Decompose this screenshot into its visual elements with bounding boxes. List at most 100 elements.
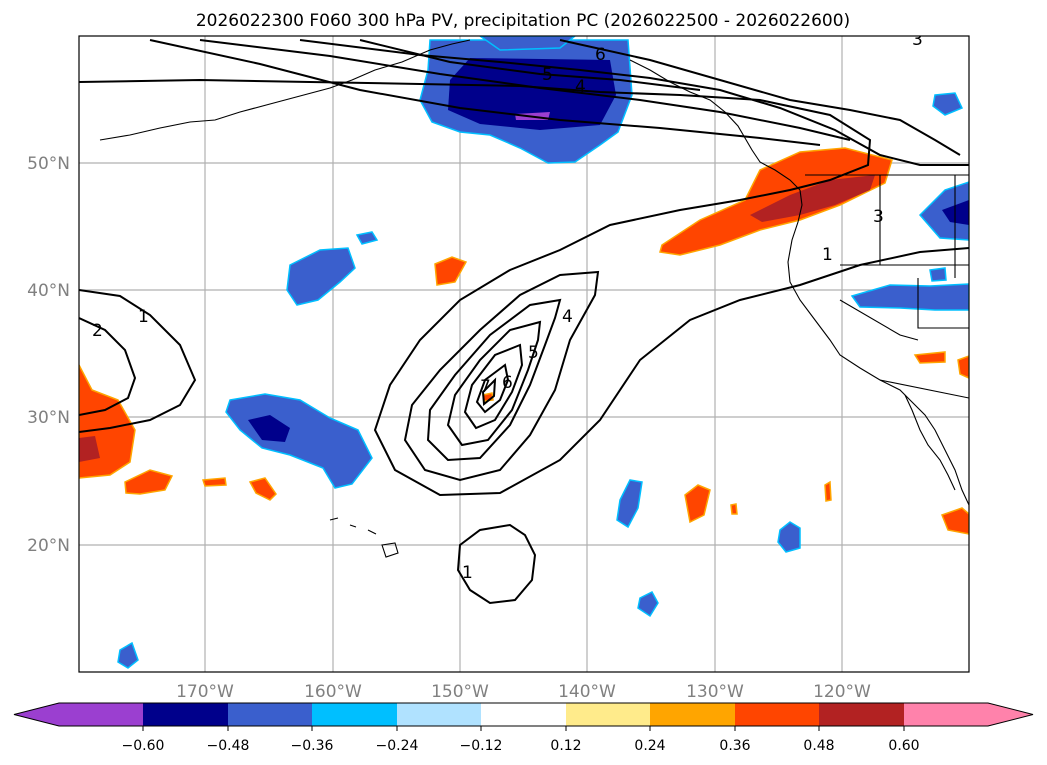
precip-small-pos-e [684,484,711,524]
pv-label-7: 7 [480,377,491,397]
border-states-d [917,278,969,329]
border-mexico [879,379,969,399]
precip-small-pos-b [434,256,468,286]
colorbar-box-9 [819,703,904,726]
lat-tick-50n: 50°N [27,154,70,174]
precip-small-pos-k [730,503,738,515]
precip-pacific-west [286,247,356,306]
colorbar-label: −0.36 [291,738,334,754]
precip-idaho-small [929,267,947,282]
pv-contour-jet-5 [149,39,821,146]
precip-small-pos-h [941,507,969,535]
colorbar-max-extension [904,703,1033,726]
precip-small-pos-g [957,355,969,379]
colorbar-label: −0.24 [376,738,419,754]
lon-tick-labels: 170°W 160°W 150°W 140°W 130°W 120°W [176,682,871,702]
precip-small-pos-i [824,480,832,502]
lon-tick-160w: 160°W [304,682,362,702]
lat-tick-30n: 30°N [27,408,70,428]
pv-contour-jet-6 [359,39,701,91]
coastline-west-us [787,189,969,506]
pv-label-4: 4 [562,307,573,327]
precip-subtropical-west-core [248,415,290,442]
lon-tick-150w: 150°W [431,682,489,702]
pv-contour-center-3 [426,298,562,462]
precip-mid-pacific-c [637,591,659,618]
precip-nevada [850,283,969,311]
pv-contour-jet-3 [299,39,969,166]
pv-contour-south [456,523,537,605]
colorbar-label: −0.48 [207,738,250,754]
lat-tick-labels: 50°N 40°N 30°N 20°N [27,154,70,556]
lon-tick-170w: 170°W [176,682,234,702]
colorbar-box-5 [481,703,566,726]
pv-contour-labels: 7 6 5 4 1 1 2 1 6 5 4 3 3 [92,30,923,583]
pv-contour-center-4 [446,320,542,447]
precip-small-pos-f [913,351,946,364]
pv-label-5: 5 [528,343,539,363]
pv-contours [79,39,969,605]
precip-small-pos-d [201,477,227,487]
pv-contour-center-7 [481,377,497,406]
pv-contour-nw-1 [79,289,197,433]
pv-label-4-north: 4 [575,77,586,97]
colorbar-label: 0.12 [550,738,581,754]
pv-label-1-south: 1 [462,563,473,583]
pv-contour-center-6 [475,363,510,414]
lat-tick-40n: 40°N [27,281,70,301]
coastline-baja [904,394,956,491]
colorbar-label: 0.48 [803,738,834,754]
colorbar-box-1 [143,703,228,726]
precip-pacific-northwest-core [750,175,875,222]
precip-mid-pacific-a [616,479,643,529]
colorbar-labels: −0.60 −0.48 −0.36 −0.24 −0.12 0.12 0.24 … [122,738,920,754]
colorbar-label: 0.60 [888,738,919,754]
pv-contour-center-2 [403,270,600,482]
pv-label-1-nw: 1 [138,307,149,327]
colorbar-box-2 [228,703,312,726]
pv-contour-center-5 [463,343,524,430]
precip-canada-small [932,92,964,116]
precip-small-pos-a [124,469,174,495]
pv-label-5-north: 5 [542,65,553,85]
colorbar-box-3 [312,703,397,726]
map-frame [78,35,970,673]
pv-label-1-ne: 1 [822,245,833,265]
pv-contour-jet-1 [79,78,969,497]
pv-contour-nw-2 [79,317,137,416]
colorbar-label: 0.24 [634,738,665,754]
precip-west-edge-core [79,436,100,462]
colorbar-outline [13,702,1034,727]
colorbar: −0.60 −0.48 −0.36 −0.24 −0.12 0.12 0.24 … [13,702,1034,754]
colorbar-min-extension [14,703,143,726]
coastlines [99,39,969,558]
colorbar-label: −0.12 [460,738,503,754]
colorbar-label: −0.60 [122,738,165,754]
colorbar-ticks [142,726,905,731]
colorbar-box-4 [397,703,481,726]
lon-tick-140w: 140°W [558,682,616,702]
precip-sw-patch [117,641,139,669]
border-states-e [839,299,919,341]
pv-label-3-corner: 3 [912,30,923,50]
colorbar-box-8 [735,703,819,726]
lon-tick-130w: 130°W [686,682,744,702]
precip-small-pos-c [248,477,277,501]
precip-mid-pacific-b [777,521,801,553]
colorbar-box-6 [566,703,650,726]
pv-label-6-north: 6 [595,45,606,65]
pv-contour-jet-2 [559,39,961,156]
colorbar-label: 0.36 [719,738,750,754]
lat-tick-20n: 20°N [27,536,70,556]
pv-contour-jet-4 [199,39,851,141]
pv-label-2-nw: 2 [92,321,103,341]
precip-small-patch-a [355,231,379,245]
precip-nw-corner [478,36,577,51]
map-title: 2026022300 F060 300 hPa PV, precipitatio… [196,11,850,31]
colorbar-box-7 [650,703,735,726]
lon-tick-120w: 120°W [813,682,871,702]
hawaii-islands [329,517,399,558]
pv-label-3-ne: 3 [873,207,884,227]
pv-label-6: 6 [502,373,513,393]
